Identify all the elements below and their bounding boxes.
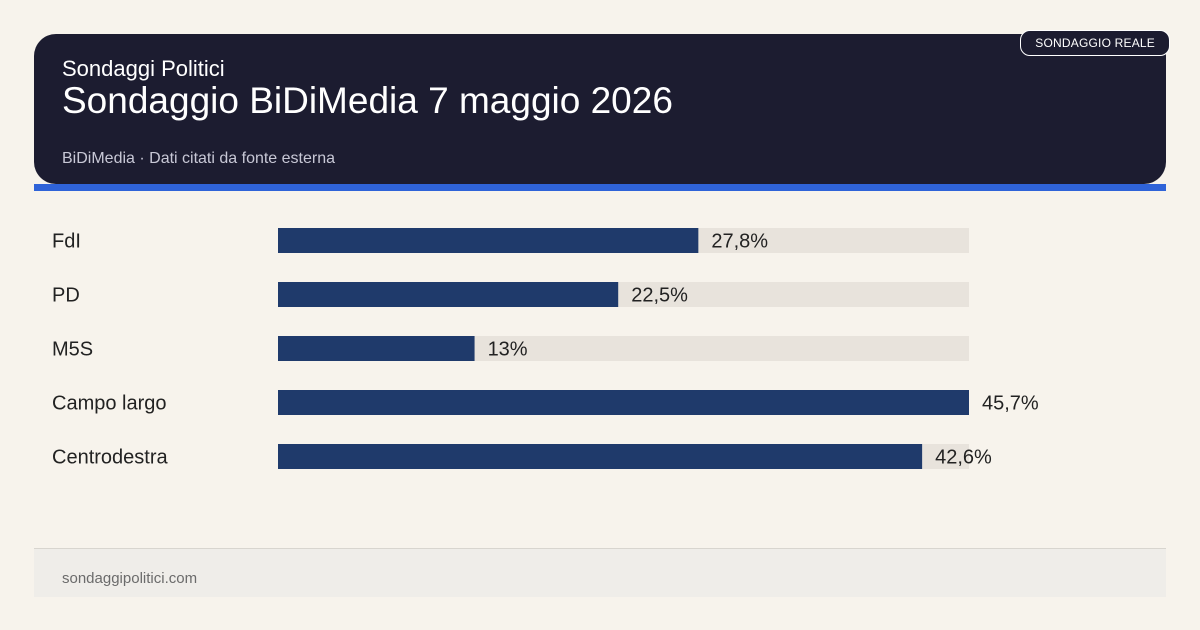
footer-site-link[interactable]: sondaggipolitici.com [62,570,198,587]
header-kicker: Sondaggi Politici [62,56,225,81]
bar [278,390,969,415]
value-label: 22,5% [631,285,688,307]
category-label: M5S [52,339,93,361]
value-label: 45,7% [982,393,1039,415]
footer: sondaggipolitici.com [34,548,1166,597]
page-title: Sondaggio BiDiMedia 7 maggio 2026 [62,80,673,121]
category-label: Centrodestra [52,447,168,469]
category-label: PD [52,285,80,307]
value-label: 27,8% [711,231,768,253]
bar [278,228,699,253]
value-label: 42,6% [935,447,992,469]
header-banner: Sondaggi Politici Sondaggio BiDiMedia 7 … [34,30,1170,184]
value-label: 13% [488,339,528,361]
source-line: BiDiMedia · Dati citati da fonte esterna [62,150,336,167]
bar [278,282,619,307]
status-badge: SONDAGGIO REALE [1020,30,1170,56]
bar [278,444,923,469]
category-label: FdI [52,231,81,253]
bar [278,336,475,361]
category-label: Campo largo [52,393,167,415]
header-accent-bar [34,184,1166,191]
